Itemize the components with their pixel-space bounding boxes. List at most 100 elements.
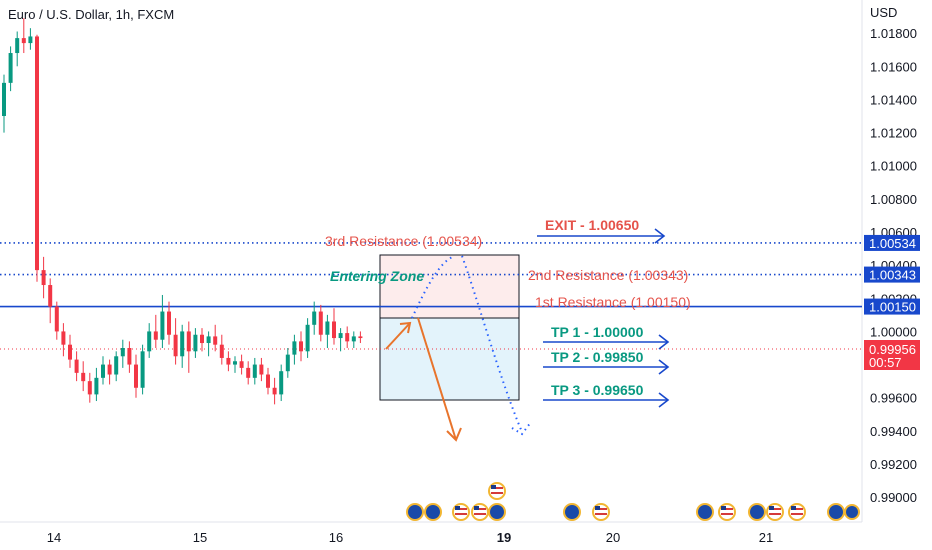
tp3-label: TP 3 - 0.99650 xyxy=(551,382,644,398)
candle-body xyxy=(338,333,343,339)
1st-resistance-tag-value: 1.00150 xyxy=(869,300,916,315)
candle-body xyxy=(292,341,297,355)
y-tick-label: 1.01000 xyxy=(870,159,917,174)
3rd-resistance-tag: 1.00534 xyxy=(864,234,920,251)
current-price-value: 0.99956 xyxy=(869,342,916,357)
candle-body xyxy=(15,38,20,54)
candle xyxy=(252,357,257,385)
candle xyxy=(206,331,211,357)
path-arrowhead xyxy=(511,421,532,436)
candle xyxy=(318,304,323,342)
us-flag-icon xyxy=(488,482,506,500)
candle-body xyxy=(305,324,310,352)
candle xyxy=(153,314,158,348)
tp3-arrow xyxy=(543,392,670,408)
candle-body xyxy=(200,334,204,344)
candle-body xyxy=(246,367,251,378)
2nd-resistance-tag-bg xyxy=(864,266,920,283)
current-price-tag-bg xyxy=(864,340,920,370)
candle-body xyxy=(2,82,6,116)
x-tick-label: 21 xyxy=(759,530,773,545)
candle-body xyxy=(252,364,257,378)
x-tick-label: 19 xyxy=(497,530,511,545)
candle-body xyxy=(153,331,158,340)
current-price-tag: 0.99956 00:57 xyxy=(864,340,920,370)
candle-body xyxy=(345,333,350,342)
candle xyxy=(140,344,145,395)
candle xyxy=(2,74,6,133)
path-up xyxy=(411,255,456,319)
candle-body xyxy=(351,336,356,342)
candle-body xyxy=(167,311,171,335)
first-resistance-label: 1st Resistance (1.00150) xyxy=(535,294,691,310)
second-resistance-label: 2nd Resistance (1.00343) xyxy=(528,267,688,283)
candle-body xyxy=(107,364,112,375)
level-price-tags: 1.00534 1.00343 1.00150 xyxy=(864,234,920,315)
candle xyxy=(358,331,363,344)
eu-flag-icon xyxy=(424,503,442,521)
candle-body xyxy=(213,336,218,345)
tp1-arrow xyxy=(543,334,670,350)
candles xyxy=(2,18,363,405)
candle xyxy=(226,351,231,372)
candle-body xyxy=(160,311,165,340)
candle xyxy=(292,334,297,365)
candle xyxy=(193,328,198,358)
y-tick-label: 1.00000 xyxy=(870,324,917,339)
candle xyxy=(94,367,99,402)
candle xyxy=(120,339,125,368)
candle-body xyxy=(134,364,138,388)
y-tick-label: 1.01800 xyxy=(870,26,917,41)
x-tick-label: 15 xyxy=(193,530,207,545)
candle-body xyxy=(54,306,59,332)
candle xyxy=(127,341,132,373)
candle xyxy=(21,18,26,54)
us-flag-icon xyxy=(452,503,470,521)
candle xyxy=(74,351,79,382)
us-flag-icon xyxy=(788,503,806,521)
candle xyxy=(186,321,191,373)
candle-body xyxy=(101,364,105,378)
candle-body xyxy=(285,354,290,372)
candle xyxy=(68,334,72,368)
y-tick-label: 0.99600 xyxy=(870,391,917,406)
x-tick-label: 20 xyxy=(606,530,620,545)
candle-body xyxy=(233,361,237,365)
candle xyxy=(101,356,105,385)
candle xyxy=(266,367,270,395)
candle-body xyxy=(279,371,284,395)
eu-flag-icon xyxy=(827,503,845,521)
candle-body xyxy=(180,331,185,357)
candle-body xyxy=(120,348,125,357)
candle xyxy=(41,256,46,299)
candle xyxy=(279,364,284,402)
resistance-levels xyxy=(0,242,862,308)
candle xyxy=(54,301,59,340)
candle-body xyxy=(226,357,231,365)
candle xyxy=(305,318,310,358)
candle-body xyxy=(299,341,303,352)
candle xyxy=(114,351,119,382)
candle-body xyxy=(21,38,26,44)
us-flag-icon xyxy=(592,503,610,521)
candle xyxy=(259,357,264,382)
candle xyxy=(48,278,53,324)
candle xyxy=(35,34,39,282)
y-tick-label: 0.99200 xyxy=(870,457,917,472)
candle-body xyxy=(81,372,86,382)
candle xyxy=(160,294,165,348)
candle-body xyxy=(127,348,132,365)
candle xyxy=(239,354,244,375)
candle xyxy=(285,348,290,378)
candle-body xyxy=(318,311,323,335)
candle xyxy=(134,354,138,398)
target-zone-box xyxy=(380,318,519,400)
eu-flag-icon xyxy=(563,503,581,521)
orange-down-arrow xyxy=(417,317,462,442)
chart-title: Euro / U.S. Dollar, 1h, FXCM xyxy=(8,7,174,22)
zone-outline xyxy=(379,254,520,401)
candle xyxy=(345,326,350,348)
eu-flag-icon xyxy=(748,503,766,521)
